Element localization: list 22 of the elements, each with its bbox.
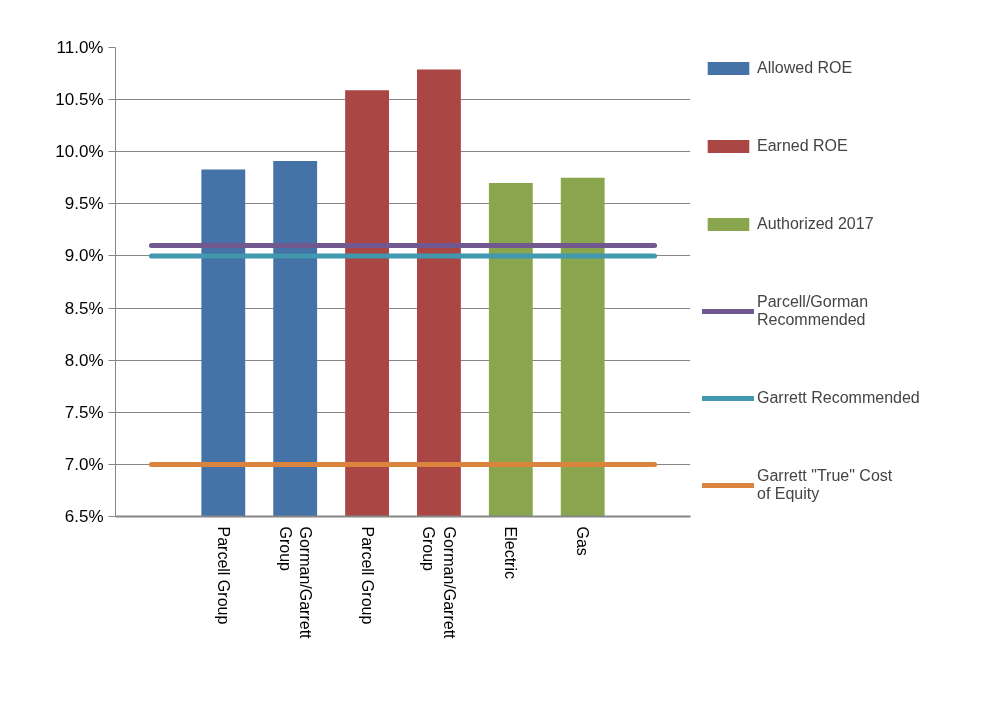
legend-label: Garrett "True" Cost of Equity: [757, 467, 893, 503]
y-tick-label: 10.5%: [55, 90, 104, 110]
x-tick-label: Electric: [502, 526, 520, 579]
x-tick-label: Gorman/Garrett Group: [420, 526, 458, 640]
x-tick-label: Parcell Group: [358, 526, 376, 625]
y-tick-label: 9.5%: [64, 194, 104, 214]
y-tick-label: 11.0%: [56, 38, 104, 57]
legend-label: Parcell/Gorman Recommended: [757, 293, 869, 329]
legend-label: Authorized 2017: [757, 215, 874, 233]
y-tick-label: 9.0%: [64, 246, 104, 266]
y-tick-label: 6.5%: [64, 507, 104, 526]
x-tick-label: Gas: [574, 526, 592, 556]
legend-label: Earned ROE: [757, 137, 848, 155]
x-tick-label: Parcell Group: [214, 526, 232, 625]
y-tick-label: 8.0%: [64, 350, 104, 370]
y-tick-label: 8.5%: [64, 298, 104, 318]
y-tick-label: 10.0%: [55, 142, 104, 162]
x-tick-label: Gorman/Garrett Group: [276, 526, 314, 640]
y-tick-label: 7.5%: [64, 402, 104, 422]
y-tick-label: 7.0%: [64, 454, 104, 474]
legend-label: Garrett Recommended: [757, 389, 920, 407]
legend-label: Allowed ROE: [757, 59, 853, 77]
